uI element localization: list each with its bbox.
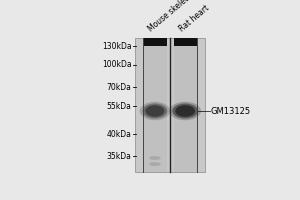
Text: 130kDa: 130kDa xyxy=(102,42,132,51)
Bar xyxy=(135,38,205,172)
Text: 70kDa: 70kDa xyxy=(107,83,132,92)
Text: Mouse skeletal muscle: Mouse skeletal muscle xyxy=(147,0,219,34)
Text: 40kDa: 40kDa xyxy=(107,130,132,139)
Text: 100kDa: 100kDa xyxy=(102,60,132,69)
Ellipse shape xyxy=(149,162,161,166)
Bar xyxy=(143,38,167,46)
Ellipse shape xyxy=(175,105,195,117)
Ellipse shape xyxy=(172,104,198,119)
Ellipse shape xyxy=(149,156,161,160)
Ellipse shape xyxy=(169,102,201,120)
Text: Rat heart: Rat heart xyxy=(177,4,211,34)
Bar xyxy=(143,46,167,172)
Ellipse shape xyxy=(146,105,164,117)
Ellipse shape xyxy=(142,104,167,119)
Bar xyxy=(173,38,197,46)
Text: GM13125: GM13125 xyxy=(211,107,251,116)
Text: 35kDa: 35kDa xyxy=(107,152,132,161)
Bar xyxy=(173,46,197,172)
Text: 55kDa: 55kDa xyxy=(107,102,132,111)
Ellipse shape xyxy=(140,102,170,120)
